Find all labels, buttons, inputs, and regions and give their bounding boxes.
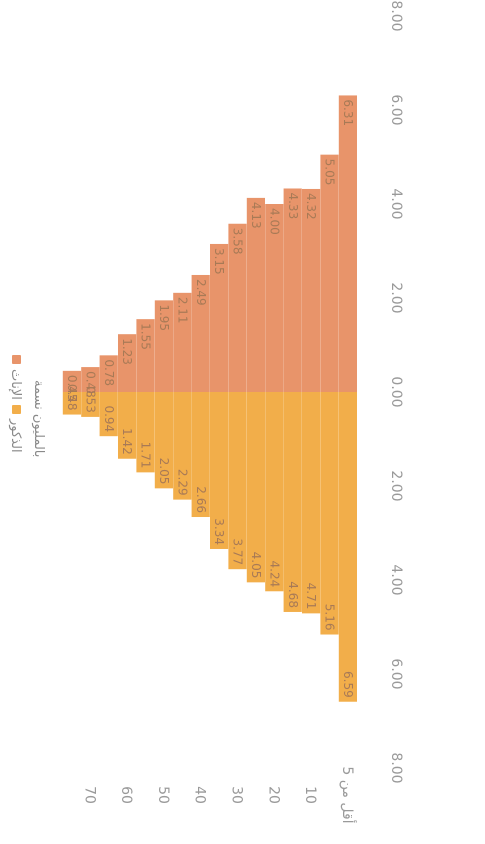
female-value-label-3: 4.33 (286, 192, 300, 219)
male-bar-2 (301, 392, 321, 614)
value-tick-label-6: 4.00 (388, 564, 404, 595)
value-tick-label-5: 2.00 (388, 470, 404, 501)
female-bar-5 (246, 197, 265, 392)
legend: بالمليون نسمة الإناث الذكور (8, 355, 46, 457)
male-bar-10 (154, 392, 173, 489)
female-value-label-12: 1.23 (120, 338, 134, 365)
male-bar-13 (99, 392, 118, 437)
age-label-3: 30 (229, 786, 245, 804)
male-value-label-13: 0.94 (102, 405, 116, 432)
female-value-label-2: 4.32 (304, 193, 318, 220)
male-bar-14 (81, 392, 100, 417)
male-value-label-4: 4.24 (267, 561, 281, 588)
female-value-label-7: 3.15 (212, 248, 226, 275)
age-label-4: 40 (192, 786, 208, 804)
male-value-label-0: 6.59 (341, 671, 355, 698)
age-label-0: أقل من 5 (339, 766, 357, 823)
age-label-5: 50 (155, 786, 171, 804)
male-value-label-6: 3.77 (231, 538, 245, 565)
female-bar-12 (118, 334, 137, 393)
female-bar-0 (338, 95, 357, 393)
male-value-label-7: 3.34 (212, 518, 226, 545)
female-bar-13 (99, 355, 118, 392)
male-bar-3 (283, 392, 302, 612)
male-value-label-15: 0.48 (65, 384, 79, 411)
female-bar-7 (210, 243, 229, 392)
female-bar-14 (81, 367, 100, 392)
male-value-label-9: 2.29 (175, 469, 189, 496)
male-value-label-10: 2.05 (157, 458, 171, 485)
female-value-label-0: 6.31 (341, 99, 355, 126)
male-bar-12 (118, 392, 137, 459)
female-value-label-13: 0.78 (102, 359, 116, 386)
legend-label-males: الذكور (8, 418, 23, 453)
value-tick-label-2: 4.00 (388, 188, 404, 219)
data-labels-group: 6.31 5.05 4.32 4.33 4.00 4.13 3.58 3.15 2.49 2.11… (65, 99, 355, 697)
female-value-label-14: 0.48 (83, 371, 97, 398)
male-value-label-5: 4.05 (249, 552, 263, 579)
female-bar-3 (283, 188, 302, 392)
value-axis-title: بالمليون نسمة (31, 380, 46, 457)
legend-swatch-males (12, 405, 21, 414)
female-value-label-1: 5.05 (323, 159, 337, 186)
male-value-label-1: 5.16 (323, 604, 337, 631)
age-label-1: 10 (302, 786, 318, 804)
male-bar-9 (173, 392, 192, 500)
bars-group (62, 95, 357, 702)
female-bar-10 (154, 300, 173, 393)
male-bar-5 (246, 392, 265, 583)
female-value-label-8: 2.49 (194, 279, 208, 306)
female-bar-1 (320, 154, 339, 392)
age-label-2: 20 (265, 786, 281, 804)
male-value-label-12: 1.42 (120, 428, 134, 455)
female-value-label-10: 1.95 (157, 304, 171, 331)
male-value-label-8: 2.66 (194, 486, 208, 513)
male-value-label-3: 4.68 (286, 581, 300, 608)
value-tick-label-4: 0.00 (388, 376, 404, 407)
female-bar-11 (136, 319, 155, 392)
female-value-label-6: 3.58 (231, 228, 245, 255)
female-bar-2 (301, 188, 321, 392)
male-bar-15 (62, 392, 81, 415)
male-value-label-14: 0.53 (83, 386, 97, 413)
male-bar-0 (338, 392, 357, 702)
male-bar-7 (210, 392, 229, 549)
female-value-label-4: 4.00 (267, 208, 281, 235)
female-value-label-15: 0.45 (65, 375, 79, 402)
age-label-7: 70 (81, 786, 97, 804)
value-axis-ticks: 8.00 6.00 4.00 2.00 0.00 2.00 4.00 6.00 8.00 (388, 0, 404, 783)
male-bar-11 (136, 392, 155, 473)
male-bar-4 (265, 392, 284, 592)
legend-swatch-females (12, 355, 21, 364)
female-bar-8 (191, 274, 210, 392)
female-bar-4 (265, 204, 284, 392)
value-tick-label-3: 2.00 (388, 282, 404, 313)
legend-label-females: الإناث (8, 369, 23, 400)
value-tick-label-0: 8.00 (388, 0, 404, 31)
female-value-label-5: 4.13 (249, 202, 263, 229)
male-value-label-11: 1.71 (139, 442, 153, 469)
value-tick-label-7: 6.00 (388, 658, 404, 689)
age-axis-labels: أقل من 5 10 20 30 40 50 60 70 (81, 766, 357, 823)
female-bar-6 (228, 223, 247, 392)
female-value-label-11: 1.55 (139, 323, 153, 350)
male-bar-6 (228, 392, 247, 570)
male-value-label-2: 4.71 (304, 583, 318, 610)
value-tick-label-8: 8.00 (388, 752, 404, 783)
female-bar-15 (62, 370, 81, 393)
male-bar-8 (191, 392, 210, 518)
male-bar-1 (320, 392, 339, 635)
female-value-label-9: 2.11 (175, 297, 189, 324)
value-tick-label-1: 6.00 (388, 94, 404, 125)
female-bar-9 (173, 292, 192, 392)
age-label-6: 60 (118, 786, 134, 804)
